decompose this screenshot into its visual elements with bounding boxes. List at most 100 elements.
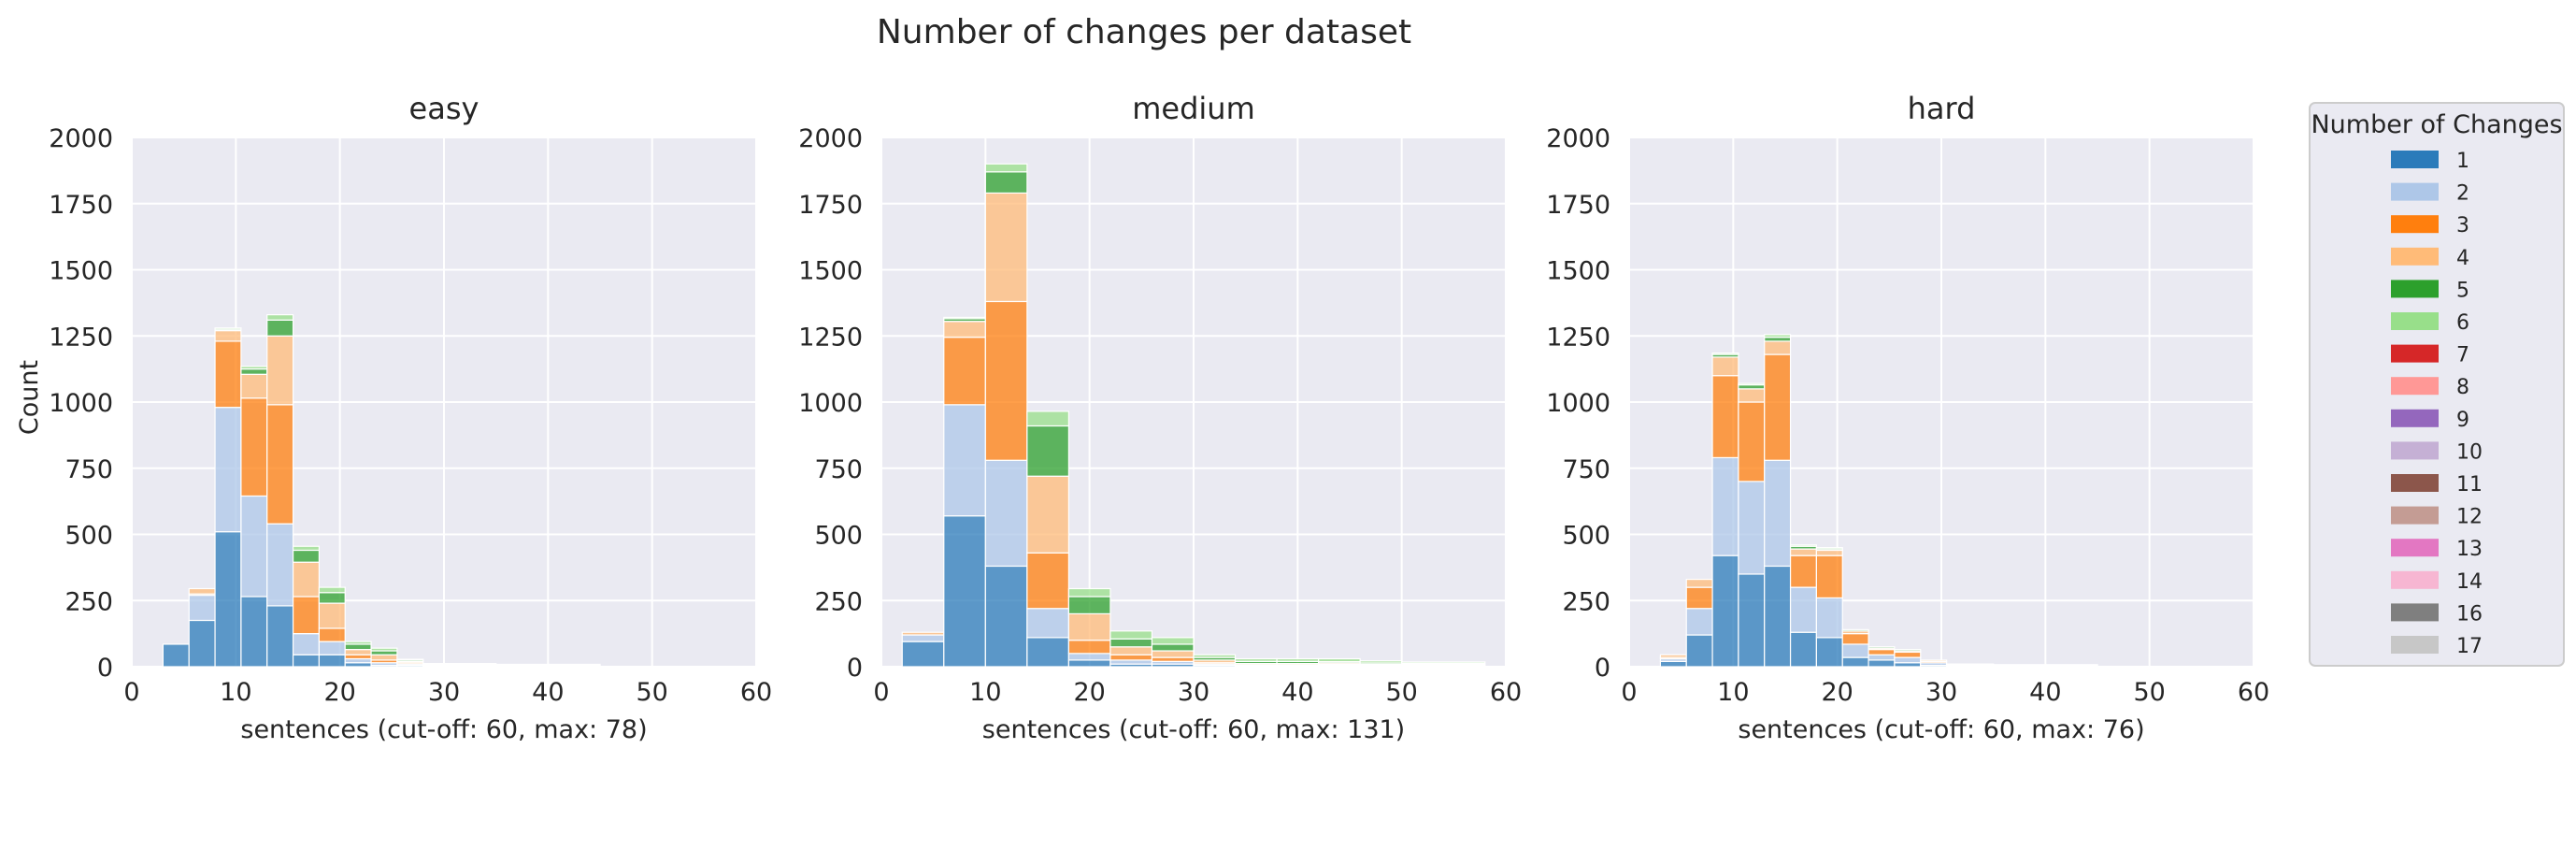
bar-segment xyxy=(1685,579,1713,588)
x-tick-label: 40 xyxy=(532,678,564,707)
bar-segment xyxy=(1738,384,1766,390)
bar-segment xyxy=(1026,637,1070,668)
x-tick-label: 60 xyxy=(1490,678,1522,707)
y-tick-label: 0 xyxy=(97,654,113,683)
bar-segment xyxy=(1026,425,1070,477)
panel-title: medium xyxy=(1132,91,1255,126)
legend-swatch xyxy=(2391,377,2439,396)
x-tick-label: 10 xyxy=(220,678,251,707)
y-tick-label: 1250 xyxy=(798,323,863,352)
bar-segment xyxy=(1711,456,1739,556)
y-tick-label: 750 xyxy=(1562,455,1610,484)
bar-segment xyxy=(240,373,268,399)
bar-segment xyxy=(1868,649,1896,655)
bar-segment xyxy=(1401,661,1486,664)
bar-segment xyxy=(1868,654,1896,661)
bar-segment xyxy=(162,643,190,668)
bar-segment xyxy=(1067,659,1111,668)
bar-segment xyxy=(292,633,321,655)
bar-segment xyxy=(1789,586,1817,633)
bar-segment xyxy=(1109,654,1153,661)
bar-segment xyxy=(1685,634,1713,668)
bar-segment xyxy=(1109,638,1153,648)
y-tick-label: 500 xyxy=(814,522,863,551)
bar-segment xyxy=(318,654,346,668)
bar-segment xyxy=(266,523,294,607)
legend-label: 12 xyxy=(2456,506,2483,529)
legend-label: 9 xyxy=(2456,409,2469,432)
y-tick-label: 1750 xyxy=(1546,191,1610,220)
bar-segment xyxy=(1359,660,1403,664)
bar-segment xyxy=(214,329,242,342)
legend-swatch xyxy=(2391,280,2439,298)
x-tick-label: 0 xyxy=(1621,678,1637,707)
legend-label: 7 xyxy=(2456,344,2469,367)
bar-segment xyxy=(1764,459,1792,568)
bar-segment xyxy=(1738,401,1766,482)
y-tick-label: 250 xyxy=(814,587,863,616)
legend-label: 10 xyxy=(2456,440,2483,464)
panel-easy: 0 10 20 30 40 50 60 0 250 500 750 1000 1250 1500 1750 2… xyxy=(49,91,772,744)
x-tick-label: 50 xyxy=(2133,678,2165,707)
bar-segment xyxy=(1764,340,1792,355)
bar-segment xyxy=(1711,554,1739,668)
bar-segment xyxy=(214,531,242,668)
bar-segment xyxy=(1841,643,1869,658)
bar-segment xyxy=(318,592,346,604)
panel-hard: 0 10 20 30 40 50 60 0 250 500 750 1000 1250 1500 1750 2… xyxy=(1546,91,2269,744)
bar-segment xyxy=(1193,654,1237,658)
bar-segment xyxy=(1868,659,1896,668)
legend-label: 6 xyxy=(2456,311,2469,335)
legend-swatch xyxy=(2391,441,2439,460)
legend-swatch xyxy=(2391,539,2439,557)
bar-segment xyxy=(1894,656,1922,664)
bar-segment xyxy=(1764,337,1792,342)
bar-segment xyxy=(984,163,1028,173)
bar-segment xyxy=(1815,549,1843,556)
bar-segment xyxy=(292,561,321,598)
legend-label: 2 xyxy=(2456,182,2469,206)
bar-segment xyxy=(266,314,294,321)
y-tick-label: 250 xyxy=(64,587,113,616)
bar-segment xyxy=(943,337,986,406)
y-tick-label: 750 xyxy=(814,455,863,484)
bar-segment xyxy=(344,649,372,655)
x-tick-label: 30 xyxy=(428,678,460,707)
bar-segment xyxy=(240,397,268,497)
bar-segment xyxy=(370,647,398,652)
legend-swatch xyxy=(2391,312,2439,330)
x-tick-label: 40 xyxy=(1281,678,1313,707)
x-tick-label: 50 xyxy=(1385,678,1417,707)
bar-segment xyxy=(1067,640,1111,655)
bar-segment xyxy=(344,662,372,668)
legend-label: 17 xyxy=(2456,635,2483,658)
bar-segment xyxy=(188,587,216,595)
bar-segment xyxy=(1738,573,1766,668)
bar-segment xyxy=(901,631,945,636)
y-tick-label: 0 xyxy=(847,654,863,683)
bar-segment xyxy=(1920,659,1948,662)
bar-segment xyxy=(240,368,268,375)
legend-label: 1 xyxy=(2456,150,2469,173)
bar-segment xyxy=(1317,657,1361,663)
bar-segment xyxy=(1738,388,1766,403)
x-tick-label: 20 xyxy=(323,678,355,707)
legend-label: 11 xyxy=(2456,473,2483,497)
legend-label: 13 xyxy=(2456,538,2483,561)
x-tick-label: 60 xyxy=(2238,678,2269,707)
bar-segment xyxy=(1764,353,1792,461)
y-tick-label: 1500 xyxy=(798,257,863,286)
legend-label: 4 xyxy=(2456,247,2469,270)
bar-segment xyxy=(1789,544,1817,547)
legend-label: 16 xyxy=(2456,602,2483,626)
y-tick-label: 2000 xyxy=(798,124,863,153)
panels: 0 10 20 30 40 50 60025050075010001250150017502… xyxy=(49,91,2269,744)
legend-swatch xyxy=(2391,247,2439,266)
bar-segment xyxy=(370,650,398,655)
x-tick-label: 30 xyxy=(1178,678,1209,707)
bar-segment xyxy=(318,586,346,594)
y-tick-label: 250 xyxy=(1562,587,1610,616)
panel-medium: 0 10 20 30 40 50 60 0 250 500 750 1000 1250 1500 1750 2… xyxy=(798,91,1522,744)
bar-segment xyxy=(1894,662,1922,668)
